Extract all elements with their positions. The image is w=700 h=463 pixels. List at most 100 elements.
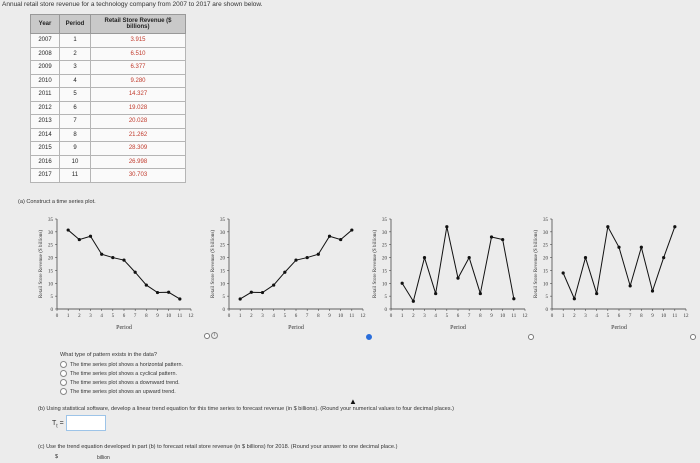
x-tick-label: 4	[434, 314, 437, 319]
x-tick-label: 0	[390, 314, 393, 319]
x-tick-label: 5	[112, 314, 115, 319]
data-point	[66, 228, 70, 232]
data-point	[617, 245, 621, 249]
trend-equation-label: Tt =	[52, 420, 64, 429]
year-cell: 2017	[30, 168, 60, 183]
revenue-cell: 19.028	[90, 100, 186, 115]
x-tick-label: 9	[156, 314, 159, 319]
year-cell: 2014	[30, 127, 60, 142]
plot-option-4[interactable]: 0 5 10 15 20 25 30 35 0 1 2 3 4 5 6 7 8 9 10 11 12 Period Reta…	[528, 211, 698, 335]
revenue-table: Year Period Retail Store Revenue ($ bill…	[30, 14, 186, 183]
y-tick-label: 5	[51, 295, 54, 300]
plot-1-radio[interactable]	[204, 333, 210, 339]
data-point	[283, 270, 287, 274]
series-line	[67, 229, 181, 300]
option-upward[interactable]: The time series plot shows an upward tre…	[60, 388, 176, 395]
revenue-cell: 20.028	[90, 114, 186, 129]
x-tick-label: 2	[250, 314, 253, 319]
y-tick-label: 20	[382, 257, 388, 262]
y-tick-label: 10	[543, 282, 549, 287]
radio-icon[interactable]	[60, 370, 67, 377]
x-tick-label: 11	[511, 314, 516, 319]
y-tick-label: 35	[543, 218, 549, 223]
series-line	[562, 225, 676, 301]
data-point	[422, 255, 427, 260]
data-point	[249, 290, 253, 294]
x-tick-label: 1	[67, 314, 70, 319]
x-tick-label: 0	[56, 314, 59, 319]
y-tick-label: 0	[51, 308, 54, 313]
x-tick-label: 9	[490, 314, 493, 319]
data-point	[512, 297, 516, 301]
radio-icon[interactable]	[60, 379, 67, 386]
plot-option-1[interactable]: 0 5 10 15 20 25 30 35 0 1 2 3 4 5 6 7 8 9 10 11 12 Period Reta…	[33, 211, 203, 335]
plot-4-radio[interactable]	[690, 334, 696, 340]
x-tick-label: 8	[640, 314, 643, 319]
x-axis-label: Period	[116, 325, 132, 331]
revenue-cell: 9.280	[90, 73, 186, 88]
x-tick-label: 8	[317, 314, 320, 319]
x-tick-label: 6	[123, 314, 126, 319]
x-tick-label: 11	[177, 314, 182, 319]
data-point	[595, 291, 599, 296]
revenue-cell: 21.262	[90, 127, 186, 142]
x-tick-label: 4	[272, 314, 275, 319]
plot-1-info-icon[interactable]: i	[211, 332, 218, 339]
plot-option-3[interactable]: 0 5 10 15 20 25 30 35 0 1 2 3 4 5 6 7 8 9 10 11 12 Period Reta…	[367, 211, 537, 335]
y-tick-label: 10	[48, 282, 54, 287]
x-tick-label: 5	[284, 314, 287, 319]
y-tick-label: 0	[546, 308, 549, 313]
data-point	[650, 289, 655, 293]
table-row: 2011 5 14.327	[30, 87, 186, 102]
plot-3-radio[interactable]	[528, 334, 534, 340]
period-cell: 9	[59, 141, 91, 156]
x-tick-label: 10	[661, 314, 667, 319]
header-revenue: Retail Store Revenue ($ billions)	[90, 14, 186, 34]
y-tick-label: 15	[382, 269, 388, 274]
data-point	[561, 271, 565, 275]
x-tick-label: 10	[338, 314, 344, 319]
y-tick-label: 10	[382, 282, 388, 287]
y-tick-label: 25	[382, 244, 388, 249]
x-tick-label: 0	[228, 314, 231, 319]
header-year: Year	[30, 14, 60, 34]
data-point	[572, 297, 576, 301]
year-cell: 2011	[30, 87, 60, 102]
radio-icon[interactable]	[60, 388, 67, 395]
y-tick-label: 5	[546, 295, 549, 300]
revenue-cell: 6.510	[90, 46, 186, 61]
year-cell: 2015	[30, 141, 60, 156]
x-axis-label: Period	[450, 325, 466, 331]
revenue-cell: 30.703	[90, 168, 186, 183]
trend-subscript: t	[56, 423, 58, 430]
x-tick-label: 12	[684, 314, 690, 319]
period-cell: 11	[59, 168, 91, 183]
x-axis-label: Period	[611, 325, 627, 331]
data-point	[662, 255, 666, 260]
data-point	[606, 225, 610, 229]
part-b-label: (b) Using statistical software, develop …	[38, 406, 454, 412]
data-point	[238, 297, 242, 301]
data-point	[144, 283, 148, 287]
table-row: 2008 2 6.510	[30, 46, 186, 61]
trend-equation-input[interactable]	[66, 415, 106, 431]
option-downward[interactable]: The time series plot shows a downward tr…	[60, 379, 180, 386]
y-tick-label: 25	[220, 244, 226, 249]
data-point	[339, 237, 343, 242]
period-cell: 5	[59, 87, 91, 102]
plot-option-2[interactable]: 0 5 10 15 20 25 30 35 0 1 2 3 4 5 6 7 8 9 10 11 12 Period Reta…	[205, 211, 375, 335]
data-point	[178, 297, 182, 301]
x-tick-label: 6	[457, 314, 460, 319]
plot-2-radio[interactable]	[366, 334, 372, 340]
dollar-sign: $	[55, 454, 59, 460]
radio-icon[interactable]	[60, 361, 67, 368]
option-cyclical[interactable]: The time series plot shows a cyclical pa…	[60, 370, 177, 377]
y-tick-label: 5	[223, 295, 226, 300]
option-horizontal[interactable]: The time series plot shows a horizontal …	[60, 361, 183, 368]
y-tick-label: 20	[543, 257, 549, 262]
y-tick-label: 0	[223, 308, 226, 313]
data-point	[639, 245, 643, 249]
table-row: 2016 10 26.998	[30, 154, 186, 169]
option-label: The time series plot shows a cyclical pa…	[70, 370, 177, 377]
